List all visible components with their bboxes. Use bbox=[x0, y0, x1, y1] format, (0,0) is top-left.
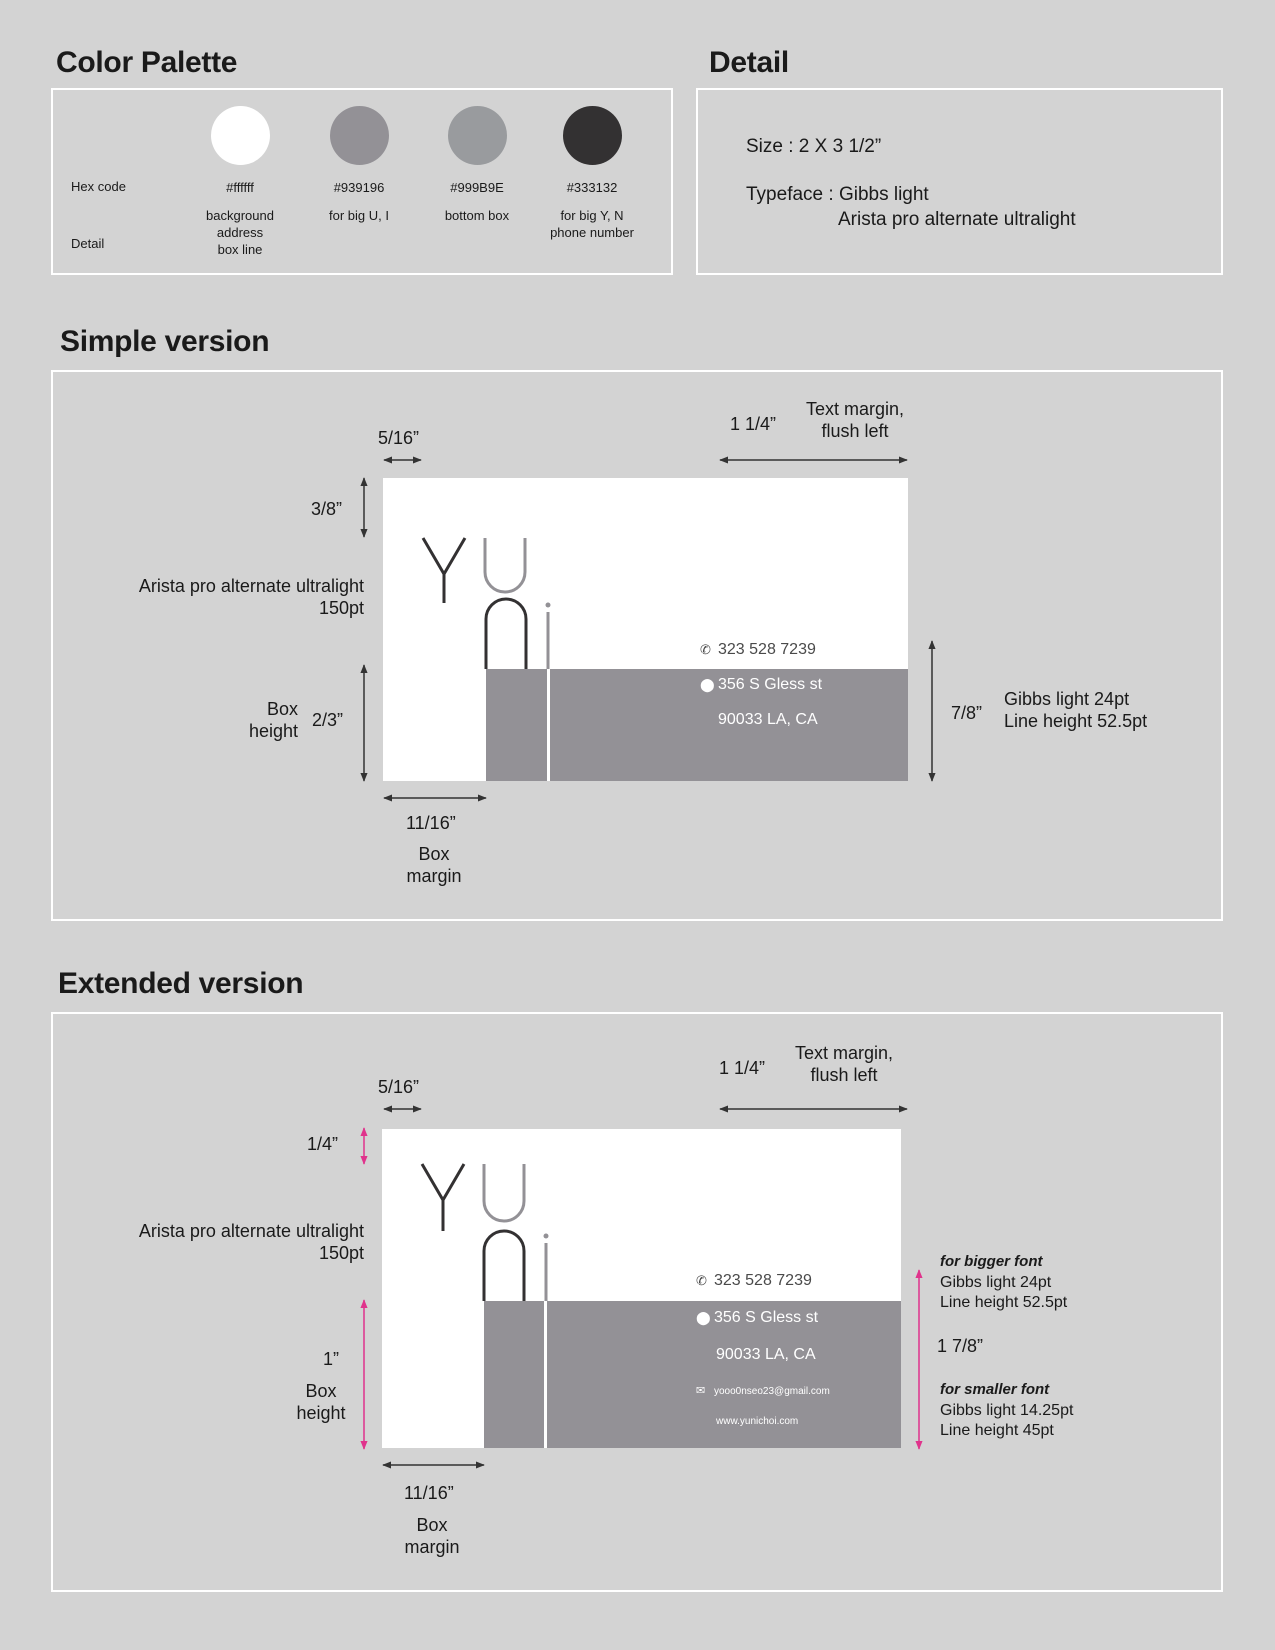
extended-title: Extended version bbox=[58, 967, 304, 1000]
extended-dim-1: 1” bbox=[323, 1349, 340, 1369]
palette-frame: Hex code Detail #ffffff #939196 #999B9E … bbox=[51, 88, 673, 275]
swatch-333132 bbox=[563, 106, 622, 165]
hex-value: #ffffff bbox=[226, 180, 254, 195]
typeface-spec-2: Arista pro alternate ultralight bbox=[838, 209, 1076, 230]
simple-dim-2-3: 2/3” bbox=[312, 710, 344, 730]
simple-yuni-logo bbox=[421, 537, 551, 669]
extended-phone: 323 528 7239 bbox=[714, 1272, 812, 1289]
swatch-detail: bottom box bbox=[444, 208, 510, 223]
simple-frame bbox=[51, 370, 1223, 921]
swatch-detail: background address box line bbox=[206, 208, 274, 257]
simple-font-note: Arista pro alternate ultralight 150pt bbox=[138, 576, 364, 618]
envelope-icon: ✉ bbox=[696, 1385, 706, 1397]
simple-dim-11-16: 11/16” bbox=[406, 813, 456, 833]
simple-card-i-line bbox=[547, 669, 550, 781]
simple-box-height-label: Box height bbox=[248, 699, 298, 741]
swatch-939196 bbox=[330, 106, 389, 165]
detail-frame: Size : 2 X 3 1/2” Typeface : Gibbs light… bbox=[696, 88, 1223, 275]
extended-box-height-label: Box height bbox=[296, 1381, 346, 1423]
extended-frame bbox=[51, 1012, 1223, 1592]
simple-address2: 90033 LA, CA bbox=[718, 711, 818, 728]
extended-dim-5-16: 5/16” bbox=[378, 1077, 420, 1097]
extended-dim-1-4: 1/4” bbox=[307, 1134, 339, 1154]
simple-dim-3-8: 3/8” bbox=[311, 499, 343, 519]
extended-dim-1-7-8: 1 7/8” bbox=[937, 1336, 984, 1356]
simple-title: Simple version bbox=[60, 325, 270, 358]
hex-value: #999B9E bbox=[450, 180, 504, 195]
extended-email: yooo0nseo23@gmail.com bbox=[714, 1386, 830, 1397]
simple-dim-5-16: 5/16” bbox=[378, 428, 420, 448]
extended-card-bottom-box bbox=[484, 1301, 901, 1448]
simple-dim-7-8: 7/8” bbox=[951, 703, 983, 723]
extended-dim-1-1-4: 1 1/4” bbox=[719, 1058, 766, 1078]
phone-icon: ✆ bbox=[700, 642, 711, 657]
hex-code-row-label: Hex code bbox=[71, 179, 126, 194]
extended-box-margin-label: Box margin bbox=[404, 1515, 460, 1557]
swatch-999b9e bbox=[448, 106, 507, 165]
detail-title: Detail bbox=[709, 46, 789, 79]
size-spec: Size : 2 X 3 1/2” bbox=[746, 136, 882, 157]
simple-box-margin-label: Box margin bbox=[406, 844, 462, 886]
simple-address1: 356 S Gless st bbox=[718, 676, 823, 693]
bigger-font-spec: Gibbs light 24pt Line height 52.5pt bbox=[940, 1274, 1068, 1311]
extended-dim-11-16: 11/16” bbox=[404, 1483, 454, 1503]
simple-dim-1-1-4: 1 1/4” bbox=[730, 414, 777, 434]
simple-phone-row: ✆ 323 528 7239 bbox=[700, 641, 816, 659]
typeface-spec: Typeface : Gibbs light bbox=[746, 184, 929, 205]
extended-email-row: ✉ yooo0nseo23@gmail.com bbox=[696, 1384, 830, 1397]
extended-phone-row: ✆ 323 528 7239 bbox=[696, 1272, 812, 1290]
simple-card-bottom-box bbox=[486, 669, 908, 781]
hex-value: #333132 bbox=[566, 180, 618, 195]
extended-text-margin-label: Text margin, flush left bbox=[794, 1043, 894, 1085]
location-pin-icon: ⬤ bbox=[700, 677, 715, 692]
palette-title: Color Palette bbox=[56, 46, 238, 79]
simple-text-spec: Gibbs light 24pt Line height 52.5pt bbox=[1004, 689, 1148, 731]
extended-website: www.yunichoi.com bbox=[716, 1416, 799, 1427]
location-pin-icon: ⬤ bbox=[696, 1310, 711, 1325]
hex-value: #939196 bbox=[333, 180, 385, 195]
simple-address-row: ⬤ 356 S Gless st bbox=[700, 676, 822, 694]
extended-card-i-line bbox=[544, 1301, 547, 1448]
extended-address-row: ⬤ 356 S Gless st bbox=[696, 1309, 818, 1327]
swatch-detail: for big Y, N phone number bbox=[550, 208, 634, 240]
swatch-white bbox=[211, 106, 270, 165]
simple-phone: 323 528 7239 bbox=[718, 641, 816, 658]
extended-font-note: Arista pro alternate ultralight 150pt bbox=[138, 1221, 364, 1263]
extended-yuni-logo bbox=[420, 1163, 549, 1301]
swatch-detail: for big U, I bbox=[329, 208, 389, 223]
simple-text-margin-label: Text margin, flush left bbox=[805, 399, 905, 441]
extended-address2: 90033 LA, CA bbox=[716, 1346, 816, 1363]
phone-icon: ✆ bbox=[696, 1273, 707, 1288]
smaller-font-spec: Gibbs light 14.25pt Line height 45pt bbox=[940, 1402, 1074, 1439]
bigger-font-title: for bigger font bbox=[940, 1253, 1043, 1270]
smaller-font-title: for smaller font bbox=[940, 1381, 1050, 1398]
extended-address1: 356 S Gless st bbox=[714, 1309, 819, 1326]
detail-row-label: Detail bbox=[71, 236, 105, 251]
